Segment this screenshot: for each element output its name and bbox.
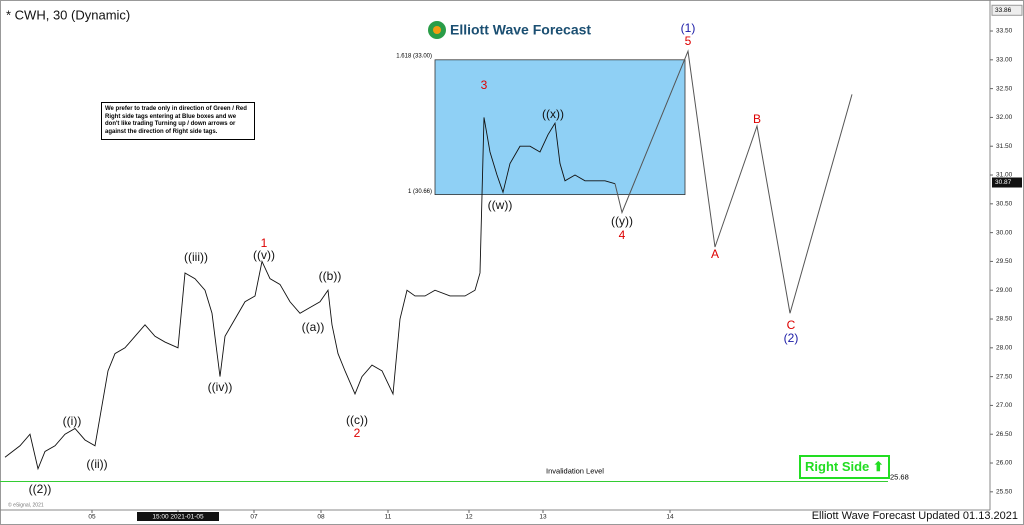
wave-label: ((i)) [63,414,82,428]
y-tick-label: 31.50 [996,143,1013,150]
y-tick-label: 32.50 [996,85,1013,92]
note: We prefer to trade only in direction of … [101,102,255,140]
wave-label: ((iii)) [184,250,208,264]
y-tick-label: 26.00 [996,460,1013,467]
right-side-text: Right Side [805,459,870,474]
logo-icon-core [433,26,441,34]
x-tick-label: 12 [465,514,473,521]
x-tick-label: 07 [250,514,258,521]
x-tick-label: 08 [317,514,325,521]
wave-label: B [753,112,761,126]
wave-label: 4 [619,228,626,242]
x-tick-label: 11 [385,514,392,521]
wave-label: A [711,247,719,261]
y-tick-label: 29.00 [996,287,1013,294]
footer: Elliott Wave Forecast Updated 01.13.2021 [812,510,1018,522]
y-tick-label: 33.50 [996,28,1013,35]
x-tick-label: 14 [666,514,674,521]
y-tick-label: 30.50 [996,201,1013,208]
wave-label: ((v)) [253,248,275,262]
wave-label: ((2)) [29,482,52,496]
high-price-tag [991,4,1023,16]
wave-label: (2) [784,331,799,345]
last-price-label: 30.87 [995,179,1012,186]
y-tick-label: 33.00 [996,57,1013,64]
wave-label: ((y)) [611,214,633,228]
wave-label: C [787,318,796,332]
y-tick-label: 30.00 [996,229,1013,236]
y-tick-label: 28.00 [996,345,1013,352]
y-tick-label: 29.50 [996,258,1013,265]
y-tick-label: 25.50 [996,489,1013,496]
price-line [4,117,616,471]
wave-label: ((c)) [346,413,368,427]
fib-low-label: 1 (30.66) [408,189,432,195]
wave-label: 5 [685,34,692,48]
brand: Elliott Wave Forecast [450,22,591,38]
y-tick-label: 32.00 [996,114,1013,121]
invalidation-text: Invalidation Level [546,466,604,475]
wave-label: 2 [354,426,361,440]
copyright: © eSignal, 2021 [8,501,44,508]
y-tick-label: 31.00 [996,172,1013,179]
y-tick-label: 27.50 [996,373,1013,380]
right-side-tag: Right Side ⬆ [799,455,890,479]
projection-line [614,49,853,314]
wave-label: ((iv)) [208,380,233,394]
wave-label: ((x)) [542,107,564,121]
y-tick-label: 27.00 [996,402,1013,409]
wave-label: 1 [261,236,268,250]
fib-box [434,59,686,196]
y-tick-label: 26.50 [996,431,1013,438]
chart-title: * CWH, 30 (Dynamic) [6,7,130,22]
invalidation-value: 25.68 [890,472,909,481]
last-price-tag [992,177,1022,188]
wave-label: ((ii)) [86,457,107,471]
x-tick-label: 05 [88,514,96,521]
fib-high-label: 1.618 (33.00) [396,53,432,59]
wave-label: 3 [481,78,488,92]
x-tick-label: 13 [539,514,547,521]
wave-label: (1) [681,21,696,35]
wave-label: ((b)) [319,269,342,283]
wave-label: ((a)) [302,320,325,334]
high-price-label: 33.86 [995,7,1012,14]
y-tick-label: 28.50 [996,316,1013,323]
x-cursor-bg [137,512,219,521]
wave-label: ((w)) [488,198,513,212]
x-tick-label: 15:00 2021-01-05 [152,514,204,521]
